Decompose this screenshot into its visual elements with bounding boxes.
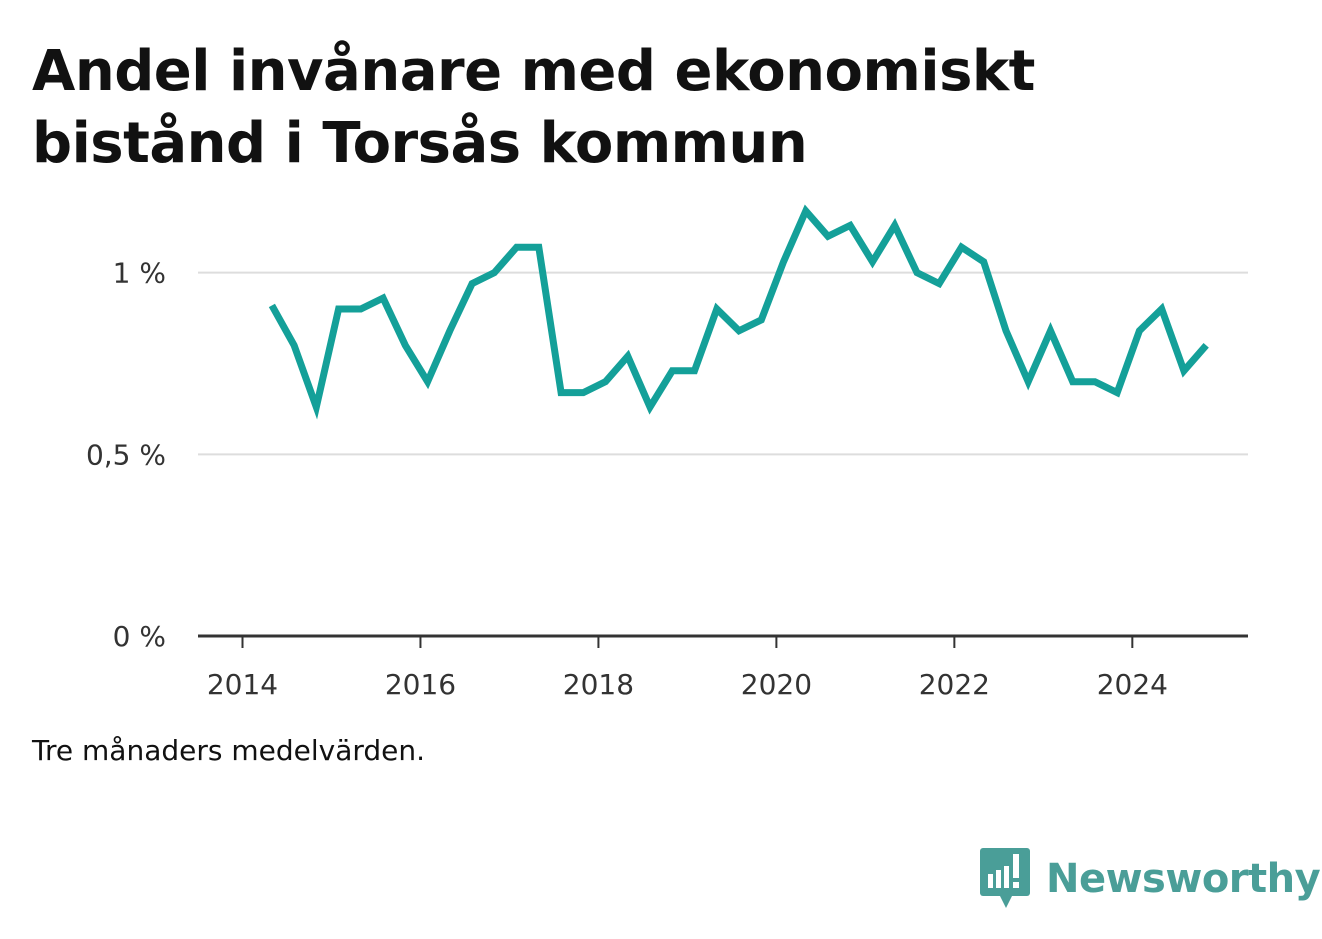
x-tick-label: 2020 <box>741 668 812 701</box>
brand-name: Newsworthy <box>1046 856 1321 902</box>
y-tick-label: 1 % <box>113 257 166 290</box>
y-tick-label: 0,5 % <box>86 438 166 471</box>
x-tick-label: 2022 <box>919 668 990 701</box>
chart-title: Andel invånare med ekonomiskt bistånd i … <box>32 39 1035 176</box>
newsworthy-logo-icon <box>980 848 1030 908</box>
x-tick-label: 2024 <box>1097 668 1168 701</box>
chart-note: Tre månaders medelvärden. <box>32 734 426 767</box>
x-tick-label: 2018 <box>563 668 634 701</box>
brand-logo[interactable]: Newsworthy <box>980 848 1321 910</box>
gridlines <box>198 271 1248 456</box>
y-axis-labels: 0 % 0,5 % 1 % <box>86 257 166 653</box>
series-line <box>268 204 1209 420</box>
y-tick-label: 0 % <box>113 620 166 653</box>
x-tick-label: 2016 <box>385 668 456 701</box>
x-axis-labels: 2014 2016 2018 2020 2022 2024 <box>207 668 1168 701</box>
x-tick-label: 2014 <box>207 668 278 701</box>
x-axis-ticks <box>241 636 1134 648</box>
